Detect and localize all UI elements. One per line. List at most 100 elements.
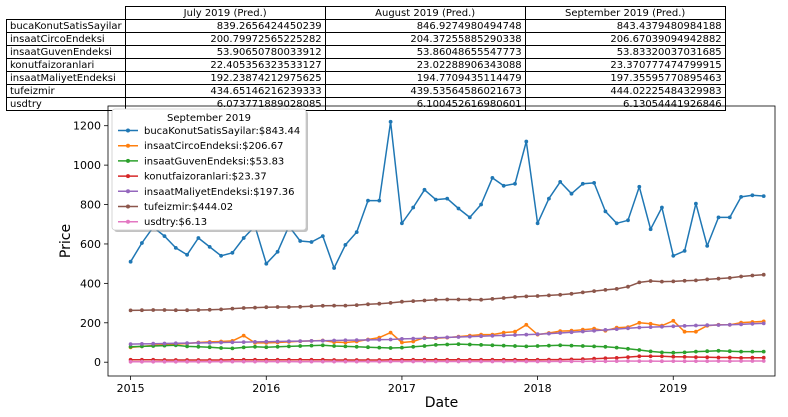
data-point <box>309 343 314 348</box>
data-point <box>241 359 246 364</box>
data-point <box>739 274 743 279</box>
data-point <box>727 355 732 360</box>
data-point <box>343 338 348 343</box>
data-point <box>716 355 721 360</box>
data-point <box>445 297 450 302</box>
legend-marker <box>126 189 130 194</box>
data-point <box>140 308 144 313</box>
data-point <box>456 335 461 339</box>
data-point <box>739 356 743 360</box>
data-point <box>727 359 732 363</box>
data-point <box>739 195 743 199</box>
data-point <box>694 329 698 334</box>
data-point <box>320 303 325 308</box>
data-point <box>682 249 687 253</box>
data-point <box>298 339 303 343</box>
data-point <box>648 321 653 326</box>
data-point <box>547 293 551 298</box>
data-point <box>445 359 450 364</box>
data-point <box>671 279 676 284</box>
data-point <box>648 325 653 329</box>
data-point <box>580 181 585 186</box>
data-point <box>264 345 269 350</box>
legend-label: insaatGuvenEndeksi:$53.83 <box>144 156 284 167</box>
data-point <box>196 341 201 345</box>
data-point <box>490 359 495 364</box>
data-point <box>253 359 257 364</box>
data-point <box>501 183 506 188</box>
data-point <box>705 244 710 248</box>
data-point <box>320 359 325 364</box>
data-point <box>173 308 178 313</box>
data-point <box>614 327 619 331</box>
data-point <box>320 234 325 239</box>
data-point <box>253 340 257 344</box>
data-point <box>128 342 133 346</box>
data-point <box>400 340 404 345</box>
data-point <box>343 344 348 349</box>
data-point <box>501 359 506 364</box>
data-point <box>694 349 698 354</box>
data-point <box>750 321 755 326</box>
data-point <box>185 341 190 345</box>
data-point <box>151 308 156 312</box>
data-point <box>705 349 710 354</box>
data-point <box>275 359 280 364</box>
data-point <box>366 345 370 350</box>
table-row: usdtry 6.073771889028085 6.100452616980601… <box>6 97 726 111</box>
data-point <box>694 278 698 283</box>
data-point <box>524 322 529 327</box>
data-point <box>309 304 314 309</box>
data-point <box>422 336 427 341</box>
data-point <box>241 236 246 240</box>
data-point <box>400 299 404 304</box>
data-point <box>547 359 551 364</box>
data-point <box>524 139 529 144</box>
data-point <box>558 343 563 348</box>
data-point <box>275 344 280 349</box>
data-point <box>411 359 416 364</box>
x-tick-label: 2017 <box>388 382 416 395</box>
data-point <box>648 359 653 363</box>
data-point <box>671 350 676 355</box>
data-point <box>682 355 687 359</box>
data-point <box>682 350 687 355</box>
data-point <box>524 294 529 299</box>
data-point <box>660 359 664 364</box>
y-tick-label: 1200 <box>73 120 101 133</box>
data-point <box>433 197 438 202</box>
table-header-row: July 2019 (Pred.) August 2019 (Pred.) Se… <box>7 6 726 20</box>
data-point <box>648 349 653 354</box>
data-point <box>637 184 642 189</box>
data-point <box>275 339 280 344</box>
data-point <box>524 332 529 337</box>
data-point <box>207 345 212 350</box>
data-point <box>151 341 156 346</box>
data-point <box>479 334 483 339</box>
data-point <box>580 290 585 295</box>
data-point <box>614 345 619 350</box>
data-point <box>603 359 608 364</box>
data-point <box>140 359 144 364</box>
data-point <box>411 205 416 210</box>
data-point <box>332 303 336 308</box>
data-point <box>501 330 506 335</box>
data-point <box>287 344 291 349</box>
data-point <box>467 342 472 347</box>
data-point <box>682 329 687 334</box>
data-point <box>253 344 257 349</box>
data-point <box>354 230 359 235</box>
data-point <box>547 343 551 348</box>
data-point <box>388 119 393 124</box>
data-point <box>173 246 178 250</box>
legend-box <box>111 108 307 231</box>
data-point <box>140 342 144 346</box>
data-point <box>467 359 472 364</box>
data-point <box>626 359 630 363</box>
data-point <box>151 359 156 364</box>
data-point <box>332 359 336 364</box>
data-point <box>535 294 540 298</box>
legend-label: insaatCircoEndeksi:$206.67 <box>144 141 283 152</box>
data-point <box>219 340 224 345</box>
data-point <box>682 278 687 283</box>
